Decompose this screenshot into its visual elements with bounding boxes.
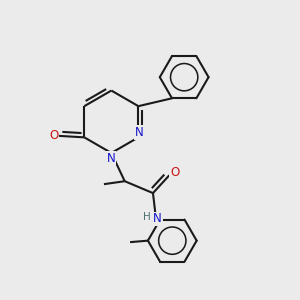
Text: N: N: [135, 126, 144, 139]
Text: N: N: [106, 152, 115, 165]
Text: O: O: [49, 129, 58, 142]
Text: O: O: [170, 167, 179, 179]
Text: H: H: [142, 212, 150, 222]
Text: N: N: [153, 212, 162, 226]
